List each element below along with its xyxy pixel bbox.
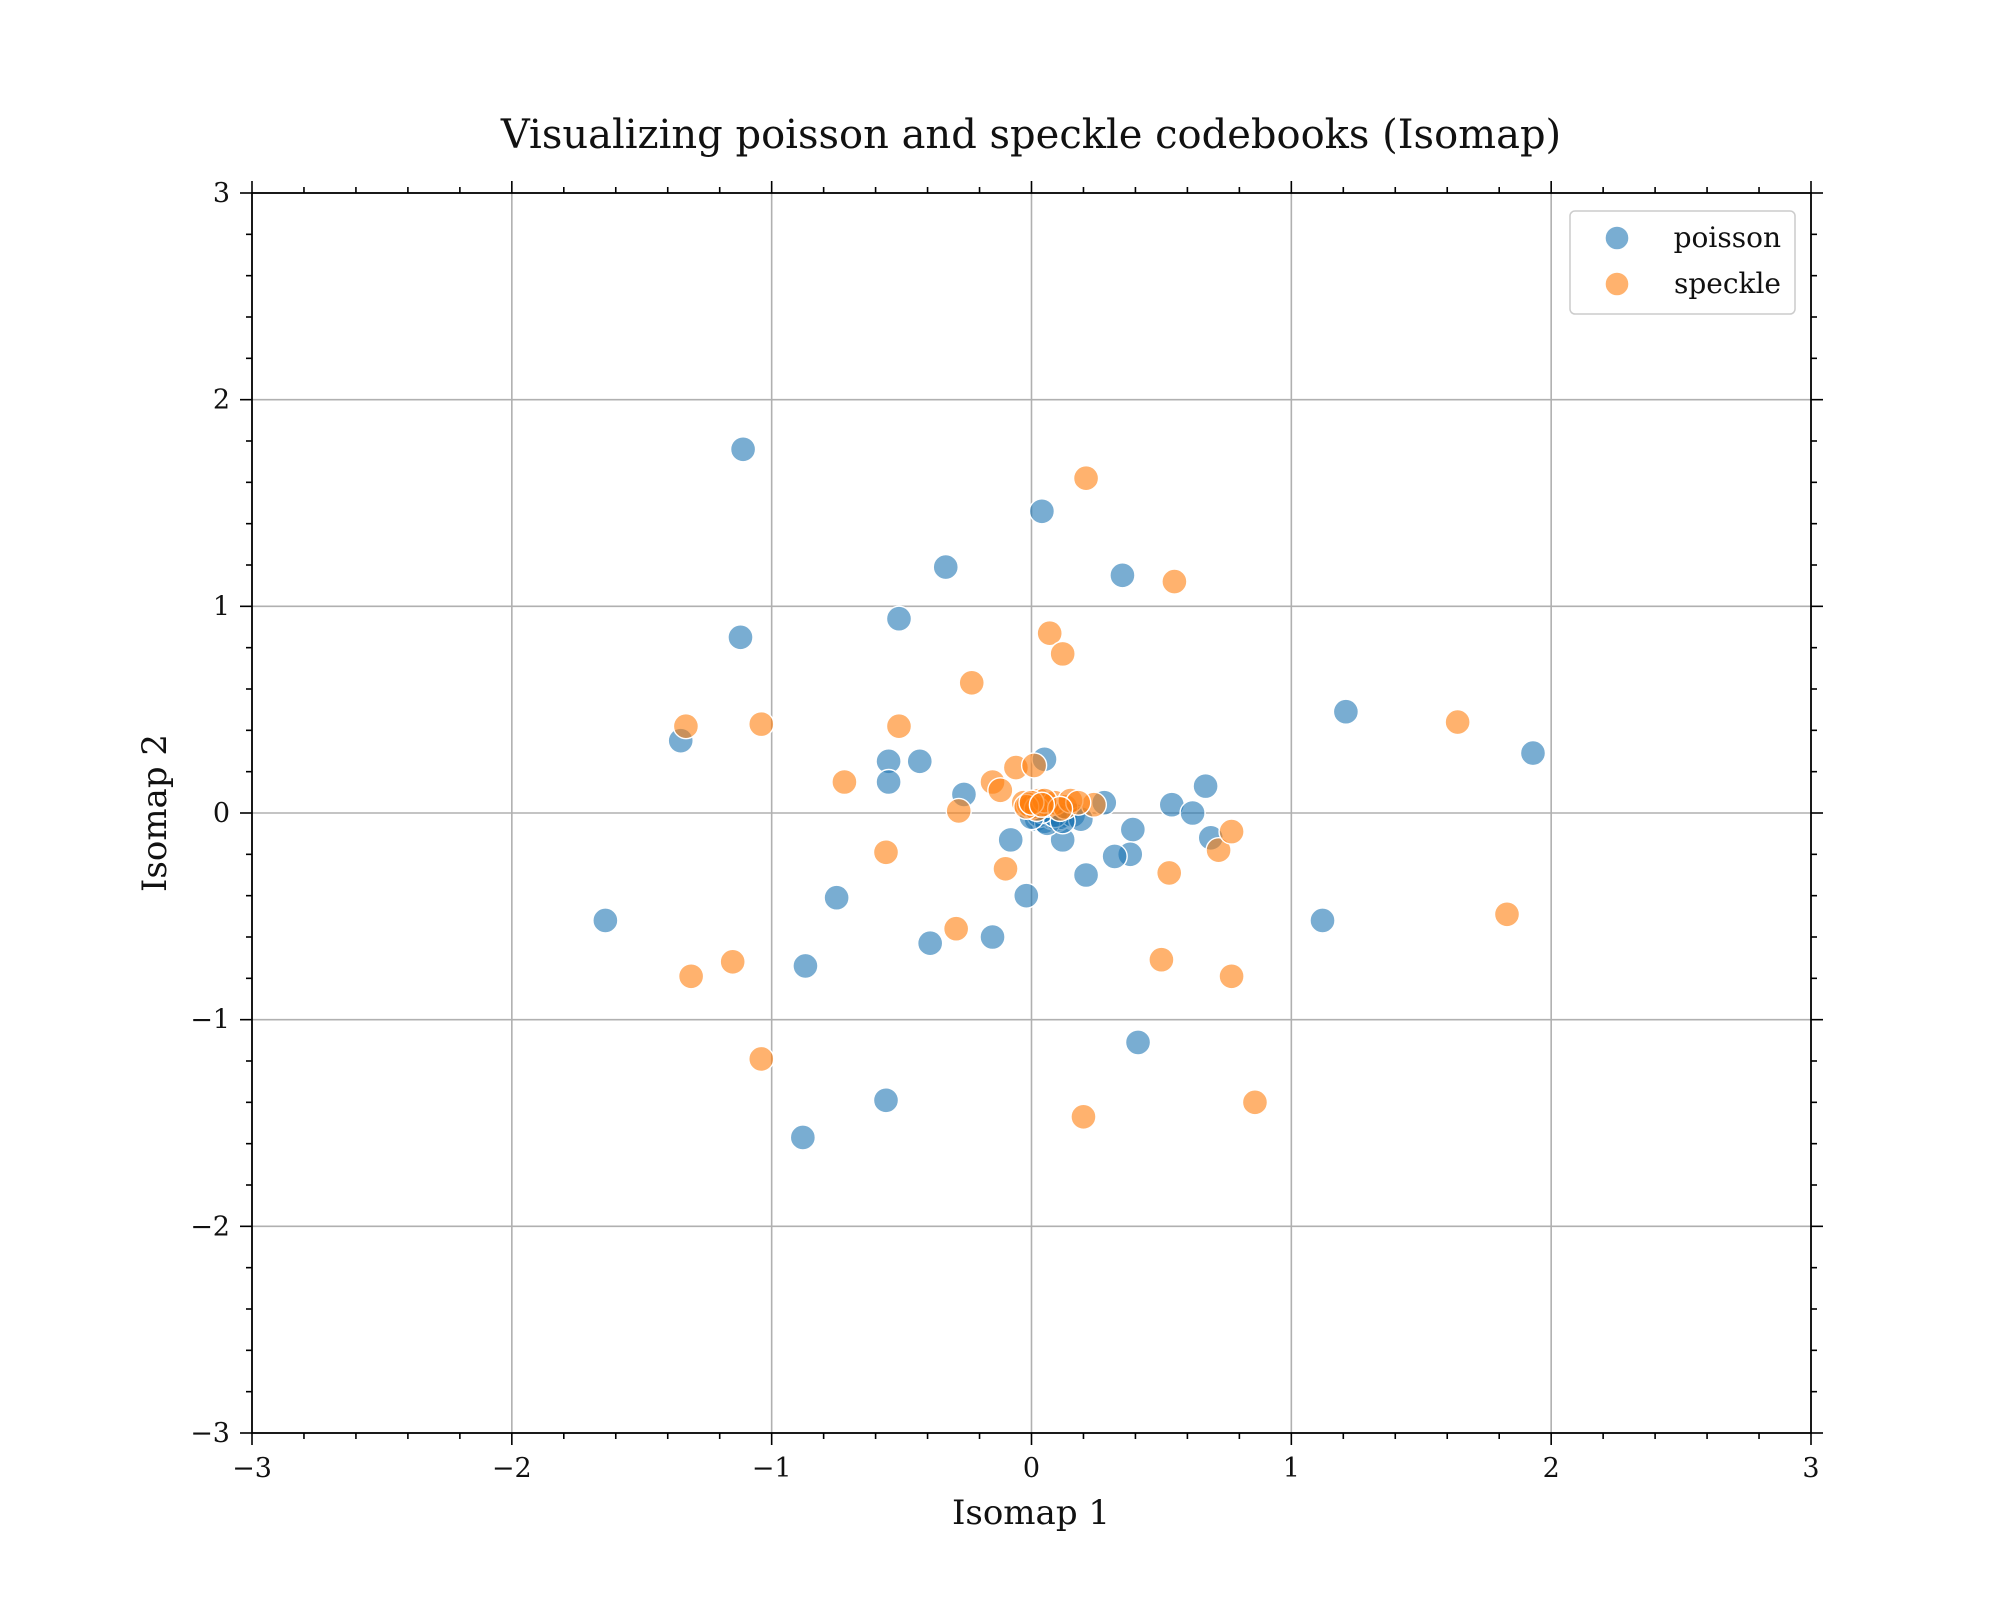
legend-marker-poisson	[1604, 225, 1630, 251]
y-tick-label: −2	[190, 1211, 230, 1242]
speckle-point	[1072, 465, 1100, 492]
speckle-point	[1070, 1103, 1097, 1131]
speckle-point	[1205, 837, 1232, 864]
speckle-point	[1148, 946, 1175, 973]
poisson-point	[727, 624, 754, 651]
poisson-point	[1072, 861, 1100, 889]
series-speckle	[672, 465, 1521, 1131]
speckle-point	[1218, 818, 1245, 845]
poisson-point	[789, 1124, 817, 1151]
y-axis-label: Isomap 2	[135, 734, 175, 892]
speckle-point	[872, 839, 900, 866]
chart-title: Visualizing poisson and speckle codebook…	[500, 112, 1561, 158]
x-axis-label: Isomap 1	[952, 1493, 1110, 1533]
speckle-point	[1161, 568, 1188, 595]
grid-lines	[252, 193, 1811, 1433]
x-tick-label: 0	[1023, 1453, 1040, 1484]
speckle-point	[945, 797, 972, 825]
poisson-point	[932, 553, 959, 581]
y-tick-label: −3	[190, 1418, 230, 1449]
speckle-point	[987, 777, 1014, 804]
x-tick-label: 1	[1283, 1453, 1300, 1484]
y-tick-label: 0	[213, 798, 230, 829]
poisson-point	[1028, 498, 1056, 525]
tick-labels: −3 −2 −1 0 1 2 3 −3 −2 −1 0 1 2 3	[190, 178, 1819, 1484]
speckle-point	[719, 948, 746, 975]
x-tick-label: 2	[1543, 1453, 1560, 1484]
poisson-point	[875, 768, 902, 796]
poisson-point	[997, 826, 1024, 854]
poisson-point	[1179, 799, 1206, 827]
speckle-point	[1036, 620, 1063, 647]
poisson-point	[979, 923, 1006, 951]
y-tick-label: 3	[213, 178, 230, 209]
poisson-point	[1309, 907, 1336, 934]
y-tick-label: 1	[213, 591, 230, 622]
speckle-point	[1241, 1089, 1269, 1116]
speckle-point	[672, 713, 700, 740]
legend-label-poisson: poisson	[1674, 221, 1781, 254]
speckle-point	[958, 669, 985, 696]
speckle-point	[831, 768, 858, 796]
legend: poisson speckle	[1569, 210, 1796, 315]
poisson-point	[729, 436, 757, 463]
poisson-point	[1013, 882, 1040, 909]
poisson-point	[916, 930, 944, 957]
speckle-point	[1028, 791, 1056, 818]
poisson-point	[592, 907, 619, 934]
legend-marker-speckle	[1604, 271, 1630, 297]
speckle-point	[748, 710, 775, 738]
x-tick-label: 3	[1802, 1453, 1819, 1484]
speckle-point	[1444, 708, 1471, 736]
speckle-point	[1156, 859, 1183, 887]
poisson-point	[1119, 816, 1147, 843]
poisson-point	[1124, 1029, 1152, 1056]
x-tick-label: −3	[232, 1453, 272, 1484]
poisson-point	[792, 952, 819, 980]
poisson-point	[885, 605, 913, 632]
x-tick-label: −2	[492, 1453, 532, 1484]
y-tick-label: 2	[213, 385, 230, 416]
poisson-point	[1332, 698, 1360, 725]
speckle-point	[942, 915, 970, 942]
x-tick-label: −1	[752, 1453, 792, 1484]
poisson-point	[1519, 739, 1547, 767]
poisson-point	[823, 884, 850, 911]
poisson-point	[1109, 562, 1136, 589]
speckle-point	[748, 1045, 775, 1073]
axis-ticks	[240, 181, 1823, 1445]
speckle-point	[1493, 901, 1521, 928]
speckle-point	[677, 963, 705, 990]
poisson-point	[1101, 843, 1128, 870]
poisson-point	[1192, 772, 1219, 800]
speckle-point	[1020, 752, 1048, 779]
poisson-point	[872, 1087, 900, 1114]
speckle-point	[992, 855, 1019, 882]
speckle-point	[885, 713, 913, 740]
legend-label-speckle: speckle	[1674, 267, 1781, 300]
y-tick-label: −1	[190, 1005, 230, 1036]
speckle-point	[1049, 640, 1076, 668]
speckle-point	[1218, 963, 1245, 990]
poisson-point	[906, 748, 933, 775]
plot-points	[592, 436, 1547, 1151]
